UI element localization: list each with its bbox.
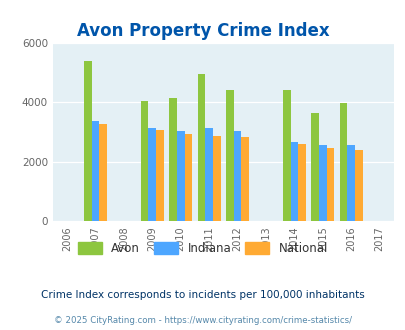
Bar	[197, 74, 205, 221]
Legend: Avon, Indiana, National: Avon, Indiana, National	[73, 237, 332, 260]
Bar	[226, 90, 233, 221]
Bar	[177, 131, 184, 221]
Bar	[326, 148, 333, 221]
Bar	[148, 128, 156, 221]
Text: Avon Property Crime Index: Avon Property Crime Index	[77, 22, 328, 40]
Bar	[212, 136, 220, 221]
Bar	[141, 101, 148, 221]
Text: © 2025 CityRating.com - https://www.cityrating.com/crime-statistics/: © 2025 CityRating.com - https://www.city…	[54, 316, 351, 325]
Bar	[282, 90, 290, 221]
Bar	[84, 61, 92, 221]
Bar	[347, 145, 354, 221]
Text: Crime Index corresponds to incidents per 100,000 inhabitants: Crime Index corresponds to incidents per…	[41, 290, 364, 300]
Bar	[339, 103, 347, 221]
Bar	[99, 124, 107, 221]
Bar	[156, 130, 163, 221]
Bar	[311, 113, 318, 221]
Bar	[92, 121, 99, 221]
Bar	[205, 127, 212, 221]
Bar	[233, 131, 241, 221]
Bar	[184, 134, 192, 221]
Bar	[290, 143, 297, 221]
Bar	[241, 137, 248, 221]
Bar	[318, 145, 326, 221]
Bar	[297, 145, 305, 221]
Bar	[169, 98, 177, 221]
Bar	[354, 150, 362, 221]
